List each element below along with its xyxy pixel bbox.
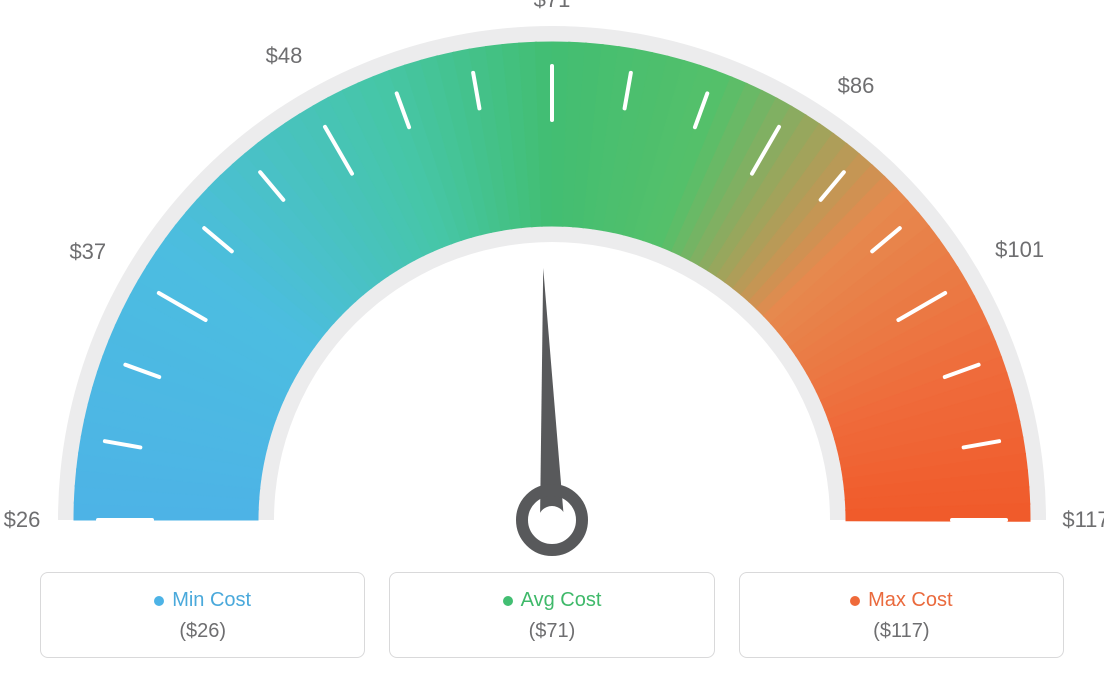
gauge-scale-label: $71 [534,0,571,13]
legend-dot-max [850,596,860,606]
legend-value-max: ($117) [740,620,1063,643]
legend-row: Min Cost ($26) Avg Cost ($71) Max Cost (… [0,572,1104,658]
gauge-scale-label: $86 [838,73,875,99]
legend-title-avg: Avg Cost [503,589,602,612]
legend-value-avg: ($71) [390,620,713,643]
gauge-chart-container: $26 $37 $48 $71 $86 $101 $117 Min Cost ($26) A… [0,0,1104,690]
legend-dot-avg [503,596,513,606]
gauge-svg [0,0,1104,560]
legend-title-max: Max Cost [850,589,952,612]
gauge-scale-label: $101 [995,237,1044,263]
legend-dot-min [154,596,164,606]
legend-card-max: Max Cost ($117) [739,572,1064,658]
legend-label-max: Max Cost [868,589,952,612]
gauge-scale-label: $26 [4,507,41,533]
legend-card-min: Min Cost ($26) [40,572,365,658]
legend-label-avg: Avg Cost [521,589,602,612]
gauge-area: $26 $37 $48 $71 $86 $101 $117 [0,0,1104,560]
legend-label-min: Min Cost [172,589,251,612]
gauge-scale-label: $117 [1062,507,1104,533]
gauge-scale-label: $48 [266,43,303,69]
gauge-scale-label: $37 [69,239,106,265]
legend-card-avg: Avg Cost ($71) [389,572,714,658]
legend-value-min: ($26) [41,620,364,643]
legend-title-min: Min Cost [154,589,251,612]
